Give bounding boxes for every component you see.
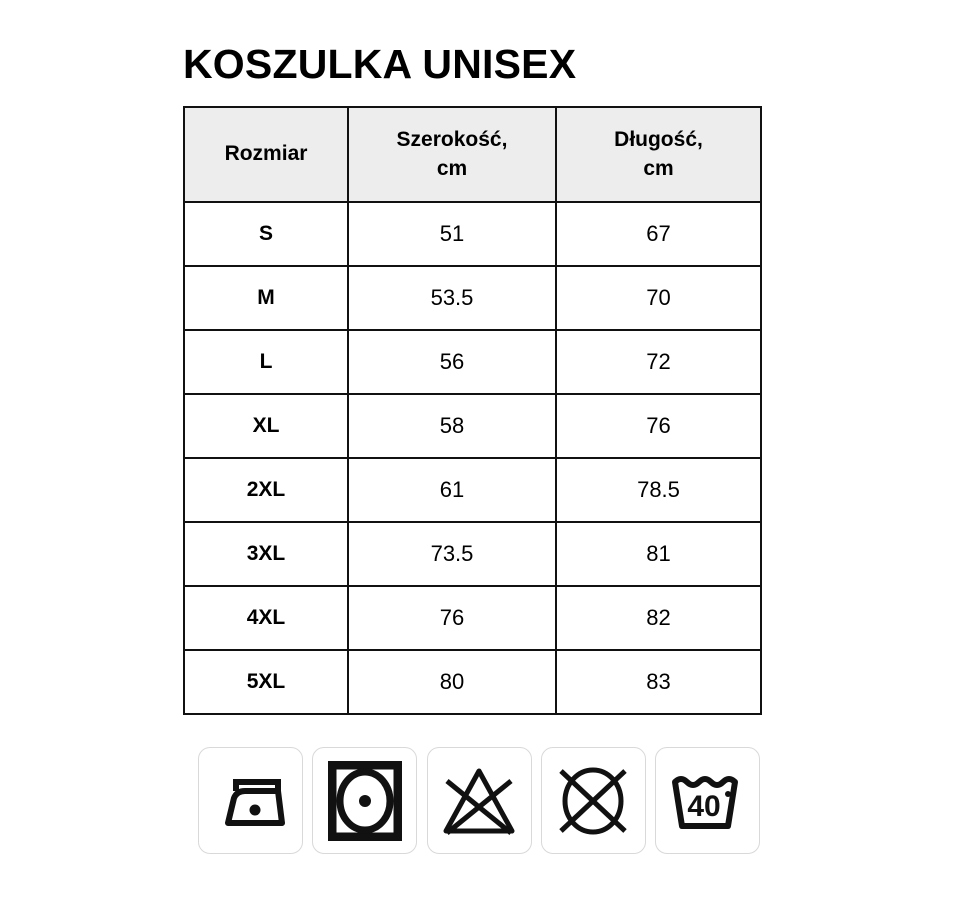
header-row: Rozmiar Szerokość, cm Długość, cm [183,106,762,203]
cell-length: 72 [555,329,762,395]
wash-40-degrees-icon: 40 [671,775,738,829]
table-row: L 56 72 [183,329,762,395]
care-symbols-row: 40 [198,747,760,854]
header-line-2: cm [643,156,674,180]
cell-width: 61 [347,457,557,523]
cell-length: 78.5 [555,457,762,523]
cell-length: 67 [555,201,762,267]
care-symbol-tumble-dry [312,747,418,854]
care-symbol-do-not-dry-clean [540,747,646,854]
care-symbol-wash-40: 40 [655,747,760,854]
column-header-width: Szerokość, cm [347,106,557,203]
do-not-dry-clean-icon [559,767,627,834]
column-header-size: Rozmiar [183,106,349,203]
cell-size: L [183,329,349,395]
cell-length: 70 [555,265,762,331]
header-line-1: Rozmiar [224,142,308,166]
cell-size: XL [183,393,349,459]
care-symbol-iron [198,747,303,854]
header-line-1: Długość, [614,127,703,151]
cell-length: 81 [555,521,762,587]
cell-length: 83 [555,649,762,715]
cell-size: 4XL [183,585,349,651]
table-header: Rozmiar Szerokość, cm Długość, cm [183,106,762,203]
table-row: 5XL 80 83 [183,649,762,715]
do-not-bleach-icon [443,768,515,835]
cell-width: 56 [347,329,557,395]
cell-width: 58 [347,393,557,459]
wash-temperature-label: 40 [687,790,720,823]
table-row: 4XL 76 82 [183,585,762,651]
table-row: M 53.5 70 [183,265,762,331]
cell-length: 76 [555,393,762,459]
table-row: 2XL 61 78.5 [183,457,762,523]
cell-size: S [183,201,349,267]
tumble-dry-low-icon [327,760,402,841]
cell-size: M [183,265,349,331]
size-table: Rozmiar Szerokość, cm Długość, cm S 51 6… [183,106,762,715]
table-body: S 51 67 M 53.5 70 L 56 72 XL 58 76 2XL 6 [183,201,762,715]
cell-size: 2XL [183,457,349,523]
table-row: S 51 67 [183,201,762,267]
table-row: 3XL 73.5 81 [183,521,762,587]
cell-length: 82 [555,585,762,651]
care-symbol-do-not-bleach [426,747,532,854]
iron-low-heat-icon [224,778,285,826]
cell-width: 73.5 [347,521,557,587]
header-line-1: Szerokość, [396,127,508,151]
header-line-2: cm [436,156,468,180]
cell-size: 3XL [183,521,349,587]
cell-size: 5XL [183,649,349,715]
cell-width: 80 [347,649,557,715]
table-row: XL 58 76 [183,393,762,459]
cell-width: 76 [347,585,557,651]
cell-width: 51 [347,201,557,267]
cell-width: 53.5 [347,265,557,331]
page-title: KOSZULKA UNISEX [183,41,577,87]
column-header-length: Długość, cm [555,106,762,203]
